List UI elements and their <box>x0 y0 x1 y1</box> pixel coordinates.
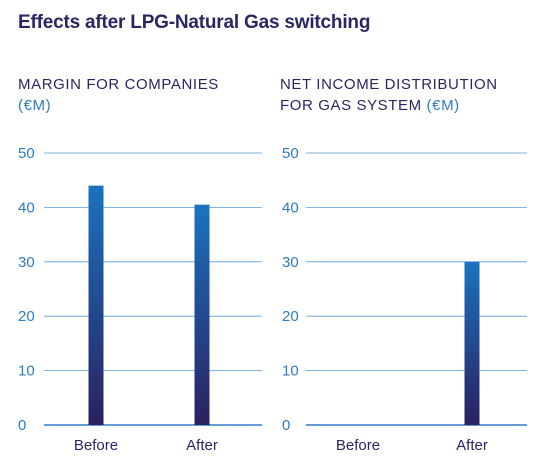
y-tick-label: 40 <box>18 199 35 216</box>
y-tick-label: 10 <box>282 363 299 380</box>
x-tick-label: Before <box>336 437 380 454</box>
y-tick-label: 20 <box>282 308 299 325</box>
chart-unit: (€M) <box>18 97 52 114</box>
page-title: Effects after LPG-Natural Gas switching <box>18 12 371 33</box>
y-tick-label: 20 <box>18 308 35 325</box>
x-tick-label: Before <box>74 437 118 454</box>
chart-heading-margin: MARGIN FOR COMPANIES (€M) <box>18 74 219 116</box>
chart-heading-line1: MARGIN FOR COMPANIES <box>18 76 219 93</box>
chart-heading-net-income: NET INCOME DISTRIBUTION FOR GAS SYSTEM (… <box>280 74 498 116</box>
y-tick-label: 50 <box>18 145 35 162</box>
chart-heading-line2: FOR GAS SYSTEM <box>280 97 422 114</box>
x-tick-label: After <box>456 437 488 454</box>
chart-heading-line1: NET INCOME DISTRIBUTION <box>280 76 498 93</box>
y-tick-label: 30 <box>282 254 299 271</box>
bar <box>464 261 480 425</box>
y-tick-label: 30 <box>18 254 35 271</box>
chart-unit: (€M) <box>426 97 460 114</box>
y-tick-label: 50 <box>282 145 299 162</box>
y-tick-label: 40 <box>282 199 299 216</box>
bar <box>88 185 104 425</box>
y-tick-label: 10 <box>18 363 35 380</box>
y-tick-label: 0 <box>282 417 290 434</box>
x-tick-label: After <box>186 437 218 454</box>
bar <box>194 204 210 425</box>
y-tick-label: 0 <box>18 417 26 434</box>
